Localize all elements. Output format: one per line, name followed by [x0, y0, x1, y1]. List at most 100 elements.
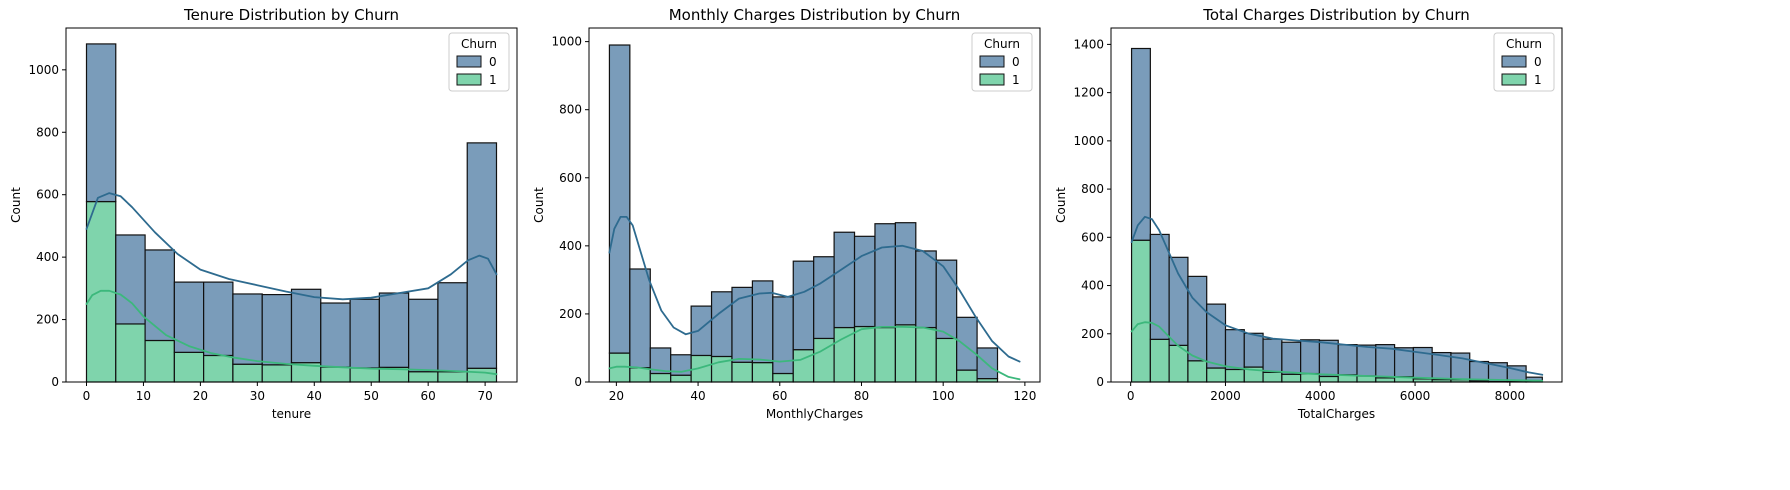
y-tick-label: 1000 [1073, 134, 1104, 148]
bar-churn-0 [690, 305, 713, 357]
kde-line-churn-1 [1130, 321, 1544, 382]
bar-churn-1 [670, 374, 692, 383]
legend: Churn 0 1 [1493, 32, 1555, 92]
chart-title: Tenure Distribution by Churn [183, 6, 399, 24]
bar-churn-1 [408, 371, 439, 383]
y-tick-label: 200 [1081, 327, 1104, 341]
bar-churn-1 [1130, 239, 1151, 383]
x-tick-label: 100 [932, 389, 955, 403]
bar-churn-1 [915, 326, 937, 383]
x-tick-label: 50 [364, 389, 379, 403]
y-tick-label: 600 [559, 171, 582, 185]
bar-churn-0 [378, 292, 410, 368]
chart-title: Total Charges Distribution by Churn [1202, 6, 1470, 24]
bar-churn-0 [290, 288, 322, 364]
bar-churn-1 [956, 369, 978, 383]
y-tick-label: 400 [559, 239, 582, 253]
bar-churn-0 [115, 234, 146, 325]
bar-churn-1 [261, 364, 293, 383]
y-tick-label: 200 [36, 313, 59, 327]
bar-churn-0 [1262, 338, 1283, 373]
y-tick-label: 800 [1081, 182, 1104, 196]
bar-churn-0 [1469, 360, 1490, 382]
y-tick-label: 1000 [551, 35, 582, 49]
bar-churn-0 [1168, 256, 1189, 346]
legend: Churn 0 1 [971, 32, 1033, 92]
bar-churn-0 [1130, 47, 1151, 241]
y-tick-label: 800 [36, 125, 59, 139]
y-tick-label: 1200 [1073, 86, 1104, 100]
x-tick-label: 30 [250, 389, 265, 403]
bar-churn-1 [1187, 360, 1208, 383]
y-axis-label: Count [9, 187, 23, 223]
x-tick-label: 20 [193, 389, 208, 403]
y-tick-label: 1000 [28, 63, 59, 77]
bar-churn-0 [1281, 341, 1302, 375]
y-tick-label: 400 [1081, 279, 1104, 293]
legend-title: Churn [984, 37, 1020, 51]
bar-churn-0 [956, 316, 978, 371]
bar-churn-1 [853, 325, 876, 383]
legend-swatch-churn-1 [979, 73, 1005, 86]
x-tick-label: 40 [307, 389, 322, 403]
y-tick-label: 0 [1096, 375, 1104, 389]
bar-churn-1 [1206, 367, 1227, 383]
kde-line-churn-1 [85, 289, 498, 376]
bar-churn-1 [1262, 371, 1283, 383]
bar-churn-1 [772, 372, 794, 383]
bar-churn-1 [935, 337, 958, 383]
legend-label-churn-0: 0 [1012, 55, 1020, 69]
legend-label-churn-0: 0 [489, 55, 497, 69]
bar-churn-1 [1318, 375, 1339, 383]
y-axis-label: Count [1054, 187, 1068, 223]
chart-title: Monthly Charges Distribution by Churn [669, 6, 961, 24]
bar-churn-1 [833, 326, 856, 383]
bar-churn-0 [710, 291, 733, 358]
y-tick-label: 800 [559, 103, 582, 117]
x-tick-label: 0 [1127, 389, 1135, 403]
bar-churn-0 [320, 302, 351, 368]
y-tick-label: 600 [1081, 230, 1104, 244]
y-tick-label: 400 [36, 250, 59, 264]
x-tick-label: 70 [477, 389, 492, 403]
x-axis-label: tenure [272, 407, 311, 421]
bar-churn-0 [813, 256, 835, 340]
bar-churn-0 [144, 249, 175, 342]
bar-churn-1 [320, 366, 351, 383]
bar-churn-1 [751, 361, 774, 383]
legend: Churn 0 1 [448, 32, 510, 92]
kde-line-churn-0 [85, 192, 498, 301]
kde-line-churn-0 [608, 215, 1021, 363]
bar-churn-0 [1300, 339, 1321, 375]
bar-churn-0 [608, 44, 631, 354]
bar-churn-1 [1149, 338, 1170, 383]
bar-churn-0 [833, 231, 856, 329]
bar-churn-1 [115, 323, 146, 383]
legend-label-churn-0: 0 [1534, 55, 1542, 69]
bar-churn-0 [1318, 339, 1339, 378]
y-tick-label: 600 [36, 188, 59, 202]
legend-label-churn-1: 1 [489, 73, 497, 87]
axes-frame [65, 27, 518, 383]
y-axis-label: Count [532, 187, 546, 223]
bar-churn-0 [915, 250, 937, 329]
bar-churn-0 [203, 281, 234, 357]
bar-churn-1 [173, 351, 205, 383]
x-tick-label: 20 [609, 389, 624, 403]
bar-churn-0 [232, 293, 263, 365]
bar-churn-0 [349, 298, 380, 369]
x-tick-label: 60 [421, 389, 436, 403]
bar-churn-1 [1281, 373, 1302, 383]
bar-churn-1 [437, 371, 468, 383]
bar-churn-0 [437, 282, 468, 373]
bar-churn-0 [85, 43, 117, 203]
axes-frame [1110, 27, 1563, 383]
legend-swatch-churn-1 [456, 73, 482, 86]
x-tick-label: 60 [772, 389, 787, 403]
bar-churn-0 [629, 268, 651, 369]
legend-swatch-churn-1 [1501, 73, 1527, 86]
bar-churn-1 [349, 367, 380, 383]
bar-churn-1 [144, 339, 175, 383]
bar-churn-0 [1337, 344, 1358, 376]
